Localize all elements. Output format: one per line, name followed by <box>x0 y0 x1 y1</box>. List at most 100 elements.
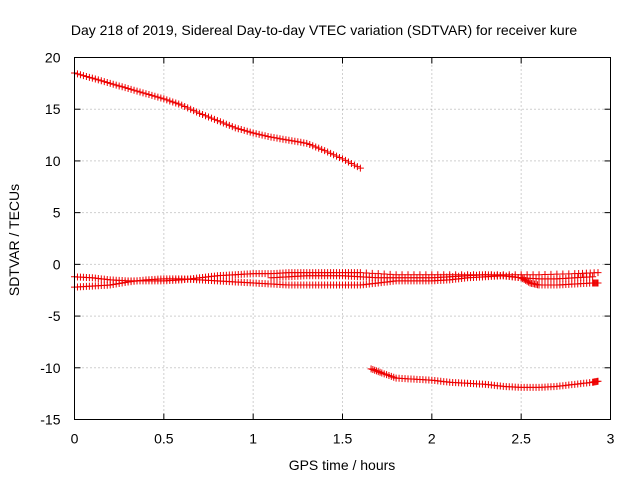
data-point <box>115 82 123 90</box>
data-points <box>71 69 602 391</box>
data-point <box>190 107 198 115</box>
data-point <box>202 112 210 120</box>
data-point <box>367 365 375 373</box>
data-point <box>594 279 602 287</box>
data-point <box>109 80 117 88</box>
data-point <box>294 138 302 146</box>
data-point <box>297 138 305 146</box>
data-point <box>589 273 597 281</box>
data-point <box>339 155 346 163</box>
data-point <box>246 128 254 136</box>
data-point <box>100 78 108 86</box>
y-axis-label: SDTVAR / TECUs <box>6 184 22 296</box>
data-point <box>130 86 138 94</box>
y-tick-label: 20 <box>45 50 61 66</box>
data-point <box>115 279 123 287</box>
data-point <box>594 377 602 385</box>
data-point <box>243 127 251 135</box>
x-tick-label: 2.5 <box>511 431 531 447</box>
data-point <box>151 92 159 100</box>
data-point <box>91 75 99 83</box>
data-point <box>169 98 177 106</box>
data-point <box>347 160 355 168</box>
data-point <box>264 132 272 140</box>
data-point <box>324 148 332 156</box>
data-point <box>196 109 204 117</box>
data-point <box>371 366 379 374</box>
x-tick-label: 1 <box>249 431 257 447</box>
data-point <box>157 94 165 102</box>
data-point <box>374 368 382 376</box>
y-tick-labels: -15 -10 -5 0 5 10 15 20 <box>40 50 60 428</box>
data-point <box>240 126 248 134</box>
data-point <box>258 131 266 139</box>
data-point <box>145 91 153 99</box>
data-point <box>163 96 171 104</box>
data-point <box>285 136 293 144</box>
series-sat-high <box>71 69 364 172</box>
data-point <box>79 72 87 80</box>
data-point <box>341 156 349 164</box>
data-point <box>193 108 201 116</box>
x-tick-labels: 0 0.5 1 1.5 2 2.5 3 <box>71 431 615 447</box>
data-point <box>178 101 186 109</box>
x-tick-label: 2 <box>428 431 436 447</box>
data-point <box>330 151 338 159</box>
data-point <box>222 120 230 128</box>
data-point <box>234 125 242 133</box>
series-sat-mid-band <box>267 271 597 283</box>
data-point <box>353 163 361 171</box>
data-point <box>112 81 120 89</box>
data-point <box>106 79 114 87</box>
data-point <box>321 147 329 155</box>
data-point <box>594 269 602 277</box>
data-point <box>270 134 278 142</box>
data-point <box>172 99 180 107</box>
data-point <box>261 132 269 140</box>
data-point <box>121 278 129 286</box>
data-point <box>312 143 320 151</box>
data-point <box>139 89 147 97</box>
data-point <box>219 119 227 127</box>
data-point <box>181 102 189 110</box>
data-point <box>121 84 129 92</box>
data-point <box>112 280 120 288</box>
data-point <box>279 135 287 143</box>
data-point <box>184 104 192 112</box>
data-point <box>73 70 81 78</box>
data-point <box>127 85 135 93</box>
x-tick-label: 0 <box>71 431 79 447</box>
data-point <box>372 367 380 375</box>
y-tick-label: 10 <box>45 153 61 169</box>
y-tick-label: 15 <box>45 101 61 117</box>
y-tick-label: 5 <box>53 205 61 221</box>
y-tick-label: -15 <box>40 412 60 428</box>
series-sat-mid-lower <box>71 272 602 291</box>
data-point <box>142 90 150 98</box>
data-point <box>76 71 84 79</box>
data-point <box>109 281 117 289</box>
data-point <box>154 93 162 101</box>
data-point <box>252 130 260 138</box>
data-point <box>118 83 126 91</box>
x-tick-label: 0.5 <box>154 431 174 447</box>
x-tick-label: 1.5 <box>333 431 353 447</box>
data-point <box>88 74 96 82</box>
data-point <box>315 144 323 152</box>
data-point <box>273 134 281 142</box>
data-point <box>133 87 141 95</box>
data-point <box>336 153 344 161</box>
x-axis-label: GPS time / hours <box>289 457 396 473</box>
data-point <box>160 95 168 103</box>
data-point <box>249 129 257 137</box>
data-point <box>225 121 233 129</box>
chart-title: Day 218 of 2019, Sidereal Day-to-day VTE… <box>71 22 577 38</box>
data-point <box>376 368 384 376</box>
data-point <box>255 130 263 138</box>
data-point <box>207 114 215 122</box>
data-point <box>369 366 377 374</box>
data-point <box>276 135 284 143</box>
data-point <box>187 105 195 113</box>
data-point <box>205 113 212 121</box>
